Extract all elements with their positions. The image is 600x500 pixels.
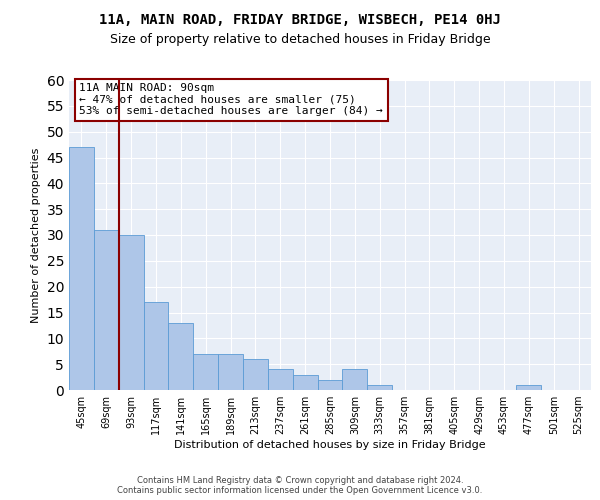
Text: 11A, MAIN ROAD, FRIDAY BRIDGE, WISBECH, PE14 0HJ: 11A, MAIN ROAD, FRIDAY BRIDGE, WISBECH, … [99, 12, 501, 26]
Bar [143, 302, 169, 390]
Text: 11A MAIN ROAD: 90sqm
← 47% of detached houses are smaller (75)
53% of semi-detac: 11A MAIN ROAD: 90sqm ← 47% of detached h… [79, 83, 383, 116]
Bar [69, 147, 94, 390]
Bar [243, 359, 268, 390]
Bar [119, 235, 143, 390]
Bar [293, 374, 317, 390]
Bar [193, 354, 218, 390]
Bar [367, 385, 392, 390]
X-axis label: Distribution of detached houses by size in Friday Bridge: Distribution of detached houses by size … [174, 440, 486, 450]
Text: Contains HM Land Registry data © Crown copyright and database right 2024.
Contai: Contains HM Land Registry data © Crown c… [118, 476, 482, 495]
Bar [268, 370, 293, 390]
Bar [218, 354, 243, 390]
Bar [169, 323, 193, 390]
Bar [317, 380, 343, 390]
Bar [343, 370, 367, 390]
Y-axis label: Number of detached properties: Number of detached properties [31, 148, 41, 322]
Bar [94, 230, 119, 390]
Text: Size of property relative to detached houses in Friday Bridge: Size of property relative to detached ho… [110, 32, 490, 46]
Bar [517, 385, 541, 390]
